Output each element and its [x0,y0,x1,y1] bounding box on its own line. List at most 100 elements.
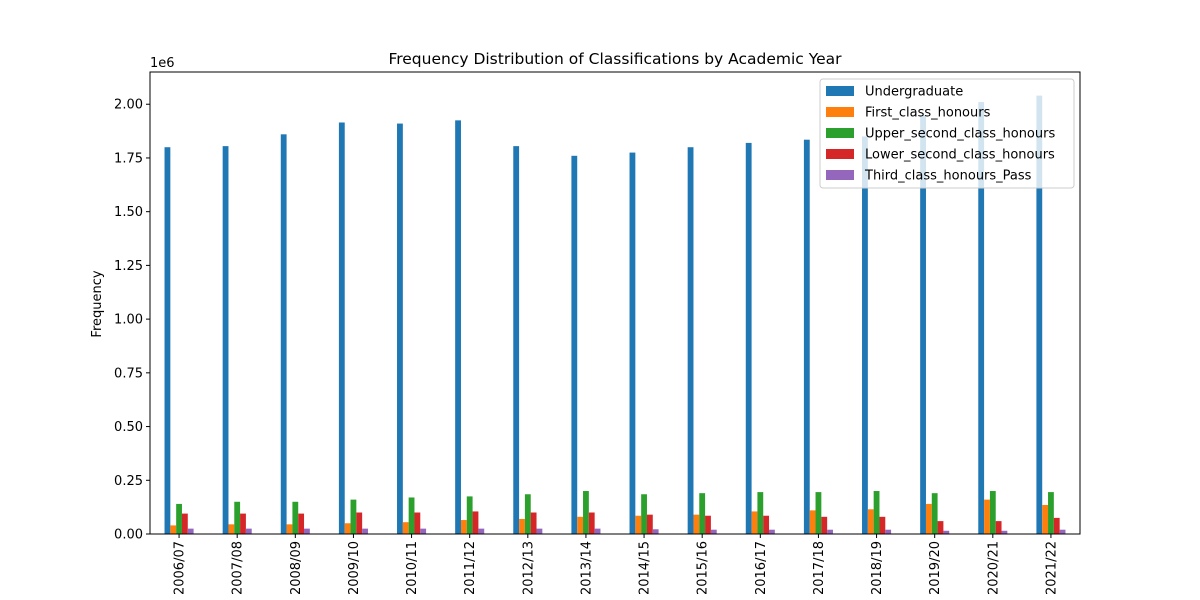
bar-4-1 [245,528,252,534]
bar-0-4 [397,123,403,534]
bar-1-1 [228,524,235,534]
legend-label-2: Upper_second_class_honours [865,127,1055,142]
bar-2-3 [350,499,357,534]
bar-1-14 [984,499,990,534]
legend-label-4: Third_class_honours_Pass [864,169,1032,184]
bar-2-1 [234,501,241,534]
bar-0-11 [803,139,810,534]
bar-1-8 [635,515,642,534]
bar-1-9 [693,514,700,534]
bar-0-6 [513,146,520,534]
x-tick-label-6: 2012/13 [521,541,536,595]
bar-0-15 [1036,95,1043,534]
bar-3-8 [646,514,653,534]
bar-4-8 [652,529,659,534]
bar-3-1 [240,513,246,534]
bar-2-0 [176,503,182,534]
y-tick-label-7: 1.75 [114,151,143,166]
bar-1-3 [344,523,351,534]
bar-1-15 [1042,504,1049,534]
bar-1-5 [460,520,467,534]
legend-label-0: Undergraduate [865,85,963,100]
y-tick-label-2: 0.50 [114,420,143,435]
bar-1-11 [809,510,816,534]
bar-0-8 [629,152,636,534]
bar-0-3 [338,122,345,534]
bar-3-0 [181,513,188,534]
y-tick-label-1: 0.25 [114,474,143,489]
x-tick-label-13: 2019/20 [928,541,943,595]
bar-4-2 [304,528,310,534]
bar-3-5 [472,511,479,534]
bar-4-13 [943,530,950,534]
bar-3-6 [530,512,537,534]
bar-4-4 [420,528,427,534]
bar-1-0 [170,525,177,534]
bar-0-0 [164,147,171,534]
bar-4-14 [1001,530,1008,534]
bar-4-7 [594,528,601,534]
bar-0-7 [571,155,578,535]
y-axis-label: Frequency [90,270,105,337]
bar-2-2 [292,501,299,534]
x-tick-label-2: 2008/09 [289,541,304,595]
bar-0-9 [687,147,694,534]
bar-3-10 [763,515,770,534]
bars-group [164,95,1066,535]
y-tick-label-6: 1.50 [114,205,143,220]
bar-2-14 [989,491,996,534]
bar-3-4 [414,512,421,534]
bar-4-5 [478,528,485,534]
legend-swatch-4 [826,170,854,180]
x-tick-label-1: 2007/08 [231,541,246,595]
y-axis: 0.00 0.25 0.50 0.75 1.00 1.25 1.50 1.75 2.00 [114,98,150,543]
bar-0-12 [862,136,868,534]
bar-1-10 [751,511,758,534]
legend-swatch-0 [826,86,854,96]
bar-3-13 [937,521,944,534]
x-tick-label-15: 2021/22 [1044,541,1059,595]
bar-0-10 [745,142,752,534]
x-tick-label-12: 2018/19 [870,541,885,595]
x-tick-label-11: 2017/18 [812,541,827,595]
plot-frame [149,71,1081,535]
legend-label-1: First_class_honours [865,106,991,121]
bar-3-12 [879,516,886,534]
bar-2-6 [524,494,531,534]
bar-4-15 [1059,529,1066,534]
bar-2-13 [931,493,938,534]
bar-1-13 [925,503,932,534]
bar-1-6 [519,518,525,534]
bar-3-7 [588,512,595,534]
bar-3-15 [1053,517,1060,534]
bar-2-4 [408,497,415,534]
y-tick-label-4: 1.00 [114,313,143,328]
bar-1-2 [286,524,293,534]
bar-1-4 [402,522,409,534]
y-tick-label-8: 2.00 [114,98,143,113]
bar-4-11 [827,529,833,534]
bar-1-7 [577,516,584,534]
bar-4-0 [187,528,194,534]
x-tick-label-9: 2015/16 [696,541,711,595]
legend-box [819,78,1075,189]
y-axis-offset-label: 1e6 [150,56,175,71]
x-tick-label-7: 2013/14 [579,541,594,595]
bar-4-9 [710,529,717,534]
bar-3-2 [298,513,305,534]
legend-swatch-2 [826,128,854,138]
bar-2-9 [699,493,706,534]
legend-swatch-1 [826,107,854,117]
x-tick-label-8: 2014/15 [638,541,653,595]
bar-3-9 [705,515,711,534]
x-axis: 2006/07 2007/08 2008/09 2009/10 2010/11 2011/… [173,534,1059,595]
bar-0-13 [920,114,926,534]
bar-1-12 [867,509,874,534]
chart-title: Frequency Distribution of Classification… [388,50,842,68]
bar-3-14 [995,521,1002,534]
bar-2-11 [815,492,822,534]
x-tick-label-10: 2016/17 [754,541,769,595]
legend: Undergraduate First_class_honours Upper_se… [819,78,1075,189]
bar-2-15 [1048,492,1054,534]
